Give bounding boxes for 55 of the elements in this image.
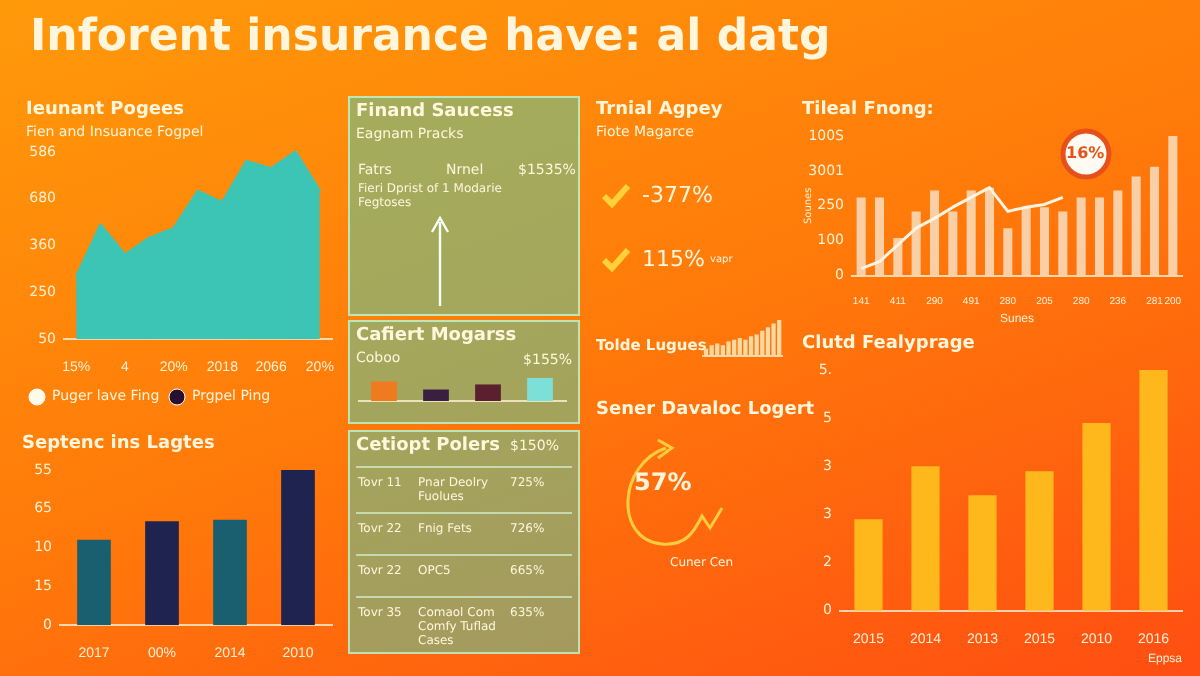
bar [760,330,765,356]
chart-title: Ieunant Pogees [26,100,184,120]
bar [911,466,940,611]
bar [911,211,921,276]
bar [1003,228,1013,276]
bar [1139,370,1168,611]
bar [968,495,997,611]
bar [1149,166,1160,276]
bar [929,190,940,276]
text: Finand Saucess [356,102,514,122]
bar [709,345,714,356]
bar [777,320,782,356]
bar [1039,207,1050,276]
bar [856,197,866,276]
bar [1094,197,1105,276]
bar [1168,136,1178,276]
annotation: 16% [1066,144,1105,162]
bar [77,539,111,626]
bar [145,521,179,626]
bar [966,190,976,276]
bar [1025,471,1054,611]
chart-title: Septenc ins Lagtes [22,434,215,454]
bar [743,339,748,356]
bar [854,519,883,611]
bar [737,338,742,356]
bar [754,334,759,356]
bar [703,348,709,356]
bar [281,470,315,626]
bar [720,345,725,356]
bar [726,341,731,356]
text: 57% [634,468,692,496]
bar [874,197,885,276]
bar [1113,190,1123,276]
bar [1021,207,1031,276]
bar [1082,422,1111,611]
bar [984,187,995,276]
chart-title: Tileal Fnong: [802,100,934,120]
bar [732,339,737,356]
bar [765,327,771,356]
text: -377% [642,182,713,208]
chart-title: Cafiert Mogarss [356,326,517,346]
text: Inforent insurance have: al datg [30,12,831,62]
bar [715,343,720,356]
bar [1131,176,1141,276]
bar [1076,197,1086,276]
bar [213,519,247,626]
text: Sener Davaloc Logert [596,400,815,420]
bar [748,336,754,356]
text: Trnial Agpey [596,100,723,120]
chart-title: Clutd Fealyprage [802,334,975,354]
text: 115% [642,246,705,272]
bar [771,323,776,356]
bar [1058,211,1068,276]
text: Cetiopt Polers [356,436,500,456]
bar [948,211,958,276]
